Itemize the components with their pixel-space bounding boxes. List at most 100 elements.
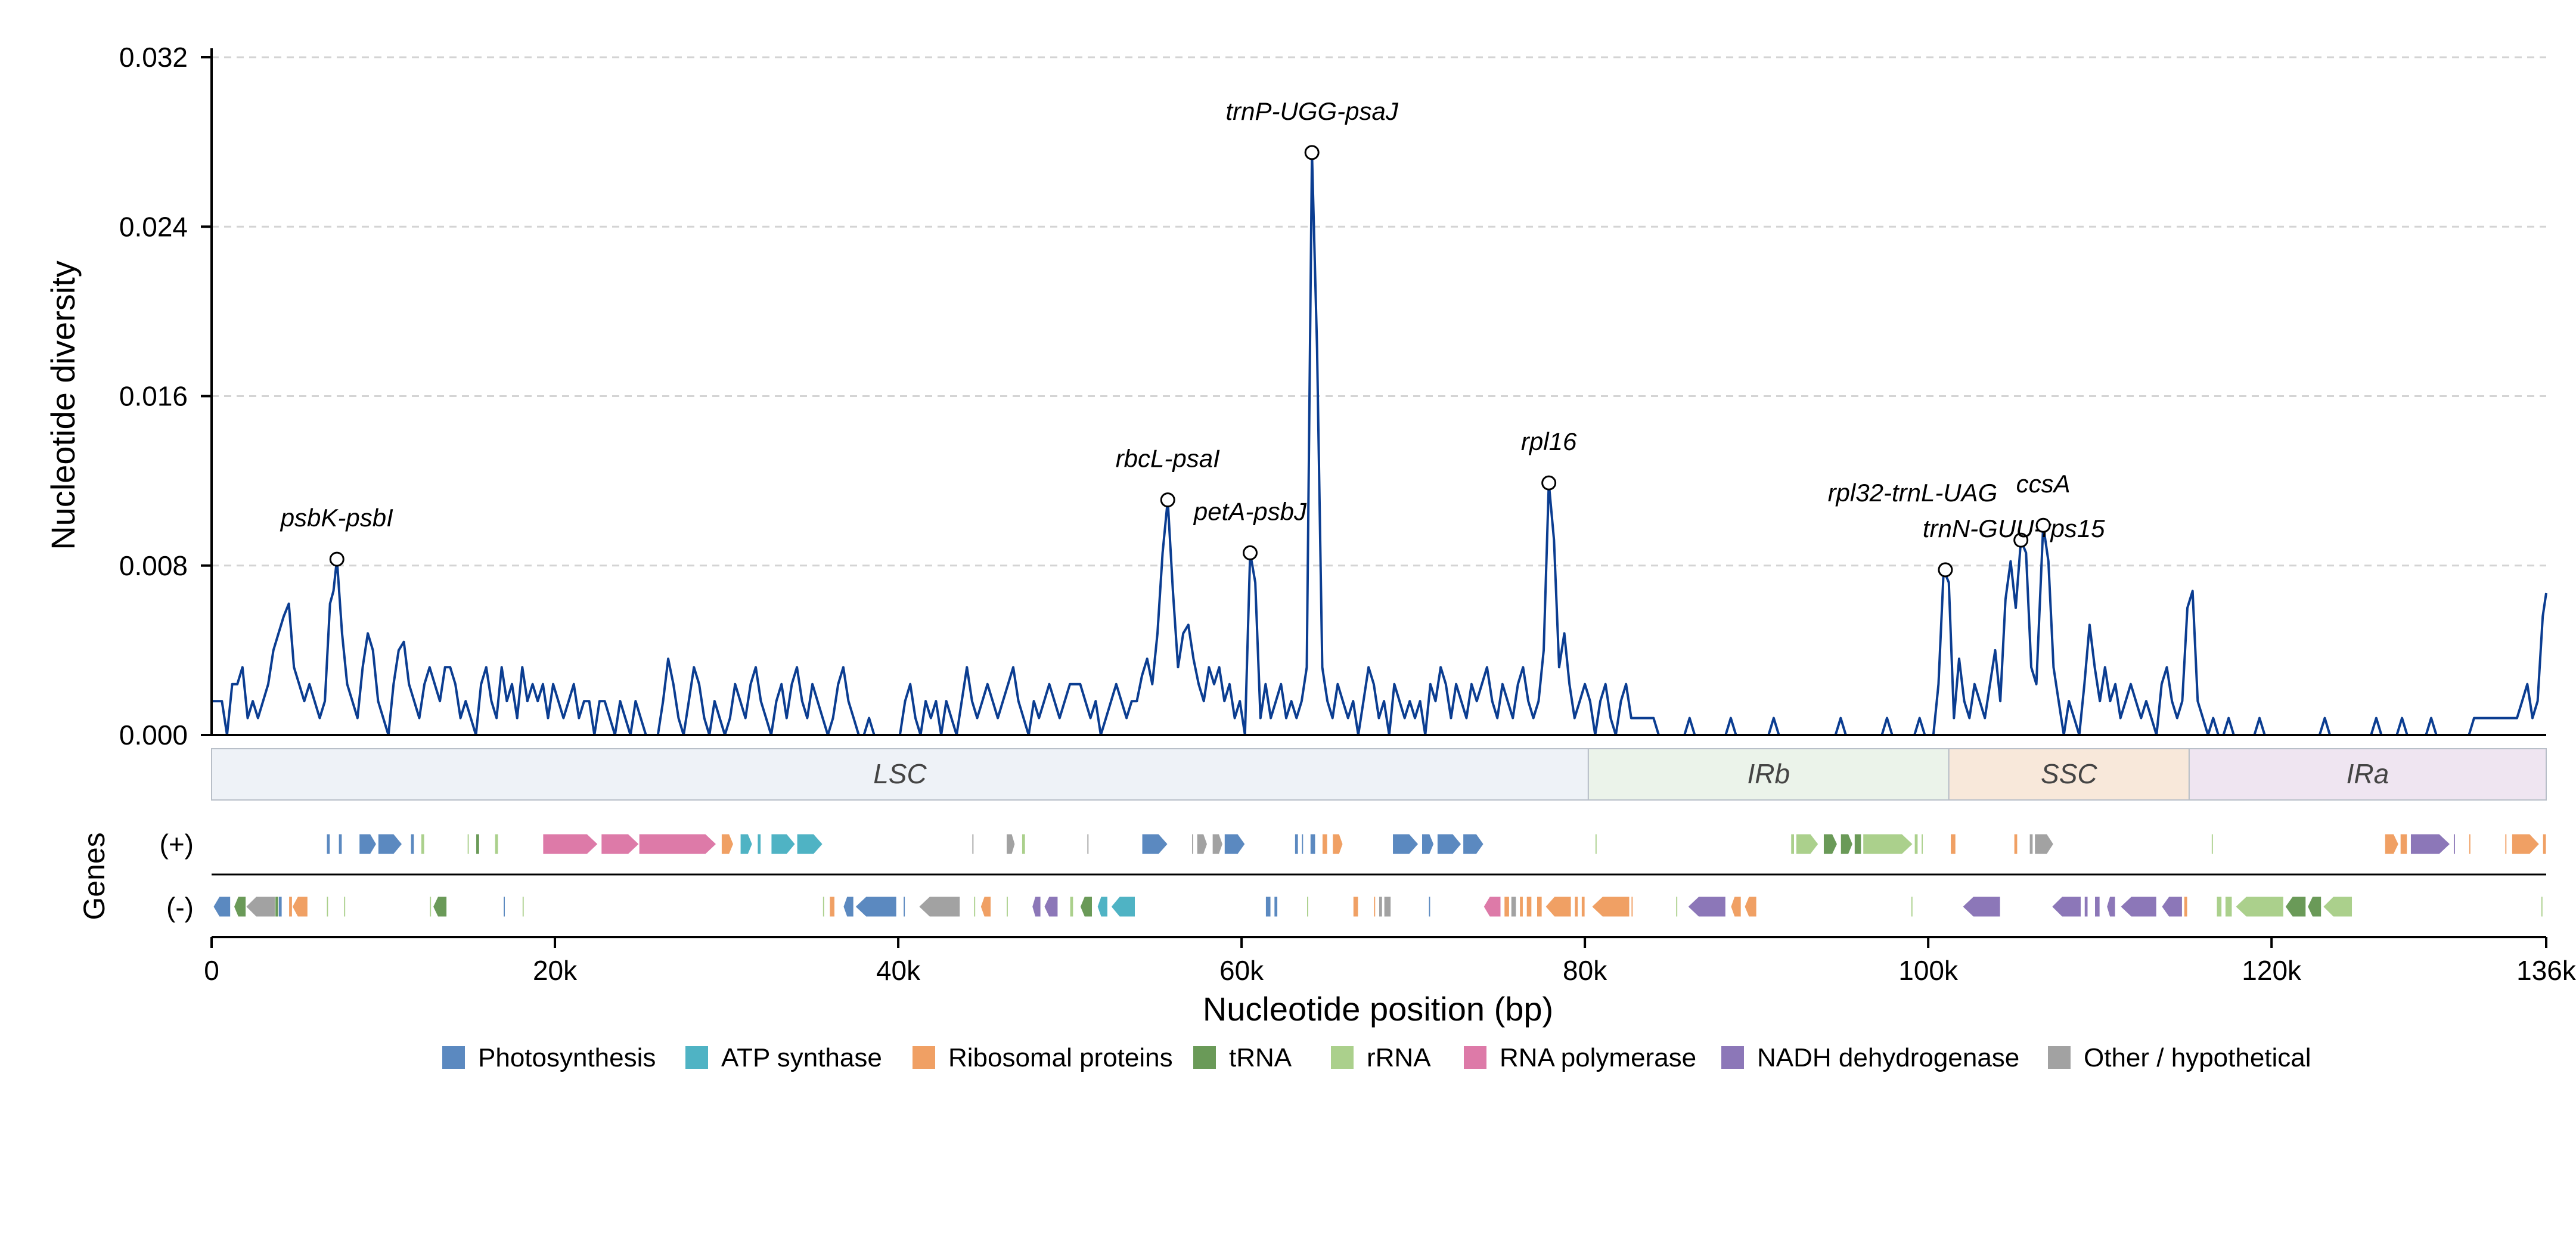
gene-arrow xyxy=(1392,833,1419,855)
gene-arrow xyxy=(1687,896,1726,917)
gene-arrow xyxy=(2013,833,2018,855)
gene-arrow xyxy=(1950,833,1956,855)
gene-arrow xyxy=(2119,896,2157,917)
hotspot-marker xyxy=(1242,545,1258,560)
gene-arrow xyxy=(2307,896,2322,917)
gene-arrow xyxy=(2504,833,2507,855)
gene-arrow xyxy=(2094,896,2100,917)
gene-arrow xyxy=(1581,896,1585,917)
gene-arrow xyxy=(1021,833,1026,855)
legend-label: RNA polymerase xyxy=(1500,1043,1696,1072)
y-tick-label: 0.016 xyxy=(119,381,188,412)
hotspot-label: ccsA xyxy=(2016,470,2071,498)
gene-tracks xyxy=(212,833,2547,917)
gene-arrow xyxy=(1574,896,1579,917)
hotspot-label: rpl16 xyxy=(1521,427,1577,455)
gene-arrow xyxy=(1591,896,1630,917)
gene-arrow xyxy=(757,833,762,855)
gene-arrow xyxy=(1379,896,1383,917)
gene-arrow xyxy=(343,896,346,917)
gene-arrow xyxy=(1483,896,1501,917)
gene-arrow xyxy=(429,896,432,917)
gene-arrow xyxy=(213,896,231,917)
region-ssc xyxy=(1948,748,2190,801)
gene-arrow xyxy=(1854,833,1862,855)
gene-arrow xyxy=(980,896,992,917)
strand-minus-label: (-) xyxy=(166,892,194,923)
legend-swatch xyxy=(1721,1046,1744,1069)
x-tick-label: 80k xyxy=(1563,955,1607,986)
gene-arrow xyxy=(1962,896,2001,917)
gene-arrow xyxy=(1306,896,1309,917)
gene-arrow xyxy=(2183,896,2188,917)
gene-arrow xyxy=(275,896,279,917)
region-ira xyxy=(2188,748,2547,801)
gene-arrow xyxy=(2084,896,2088,917)
legend-swatch xyxy=(1193,1046,1216,1069)
legend-swatch xyxy=(2048,1046,2071,1069)
gene-arrow xyxy=(1921,833,1924,855)
gene-arrow xyxy=(2540,896,2543,917)
hotspot-marker xyxy=(1304,145,1320,160)
legend-label: Ribosomal proteins xyxy=(948,1043,1173,1072)
gene-arrow xyxy=(1536,896,1543,917)
gene-arrow xyxy=(829,896,835,917)
hotspot-label: rpl32-trnL-UAG xyxy=(1828,479,1998,507)
gene-arrow xyxy=(1069,896,1074,917)
gene-arrow xyxy=(1519,896,1523,917)
gene-arrow xyxy=(291,896,308,917)
hotspot-marker xyxy=(329,551,344,567)
gene-arrow xyxy=(1910,896,1913,917)
gene-arrow xyxy=(1863,833,1913,855)
gene-arrow xyxy=(410,833,415,855)
legend: Photosynthesis ATP synthase Ribosomal prot… xyxy=(442,1043,2311,1072)
gene-arrow xyxy=(1097,896,1108,917)
gene-arrow xyxy=(326,896,329,917)
gene-arrow xyxy=(1332,833,1343,855)
gene-arrow xyxy=(855,896,897,917)
gene-arrow xyxy=(1594,833,1597,855)
region-lsc xyxy=(211,748,1589,801)
legend-swatch xyxy=(1331,1046,1354,1069)
gene-arrow xyxy=(1510,896,1517,917)
legend-swatch xyxy=(1464,1046,1486,1069)
hotspot-marker xyxy=(1938,562,1953,578)
diversity-line xyxy=(212,151,2547,736)
y-axis-label: Nucleotide diversity xyxy=(44,260,82,550)
gene-arrow xyxy=(1006,833,1016,855)
gene-arrow xyxy=(1463,833,1484,855)
gene-arrow xyxy=(278,896,283,917)
y-tick-label: 0.000 xyxy=(119,719,188,750)
legend-swatch xyxy=(442,1046,465,1069)
axes: 0.000 0.008 0.016 0.024 0.032 0 20k 40k 60k 80k 10… xyxy=(119,42,2576,986)
gene-arrow xyxy=(503,896,506,917)
gene-arrow xyxy=(1840,833,1853,855)
gene-arrow xyxy=(1790,833,1795,855)
gene-arrow xyxy=(843,896,854,917)
legend-label: Other / hypothetical xyxy=(2084,1043,2311,1072)
gene-arrow xyxy=(1504,896,1510,917)
y-tick-label: 0.024 xyxy=(119,211,188,242)
gene-arrow xyxy=(918,896,961,917)
gene-arrow xyxy=(2453,833,2456,855)
gene-arrow xyxy=(2029,833,2034,855)
hotspot-marker xyxy=(1541,475,1557,491)
gene-arrow xyxy=(1274,896,1278,917)
grid-lines xyxy=(212,56,2546,567)
region-label: SSC xyxy=(2041,758,2097,789)
gene-arrow xyxy=(245,896,276,917)
gene-arrow xyxy=(1301,833,1304,855)
hotspot-label: trnN-GUU-rps15 xyxy=(1923,514,2105,542)
gene-arrow xyxy=(973,896,976,917)
legend-label: rRNA xyxy=(1367,1043,1431,1072)
gene-arrow xyxy=(2161,896,2183,917)
gene-arrow xyxy=(476,833,480,855)
gene-arrow xyxy=(494,833,499,855)
region-irb xyxy=(1587,748,1950,801)
gene-arrow xyxy=(1428,896,1431,917)
gene-arrow xyxy=(2051,896,2081,917)
gene-arrow xyxy=(2511,833,2540,855)
x-tick-label: 20k xyxy=(533,955,578,986)
region-bar: LSC IRb SSC IRa xyxy=(211,748,2547,801)
